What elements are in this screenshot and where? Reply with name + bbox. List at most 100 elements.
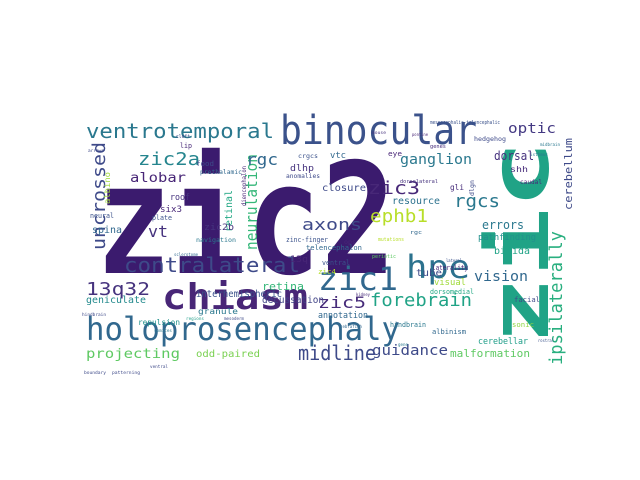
word: food: [196, 160, 214, 168]
word: guidance: [372, 343, 448, 359]
word: projecting: [86, 347, 180, 362]
word: zinc-finger: [286, 236, 328, 244]
word: errors: [482, 218, 524, 232]
word: zic: [473, 140, 568, 345]
word: dorsomedial: [430, 288, 474, 296]
word: resource: [392, 196, 440, 207]
word: plate: [152, 214, 172, 222]
word: mesencephalic-telencephalic: [430, 120, 500, 126]
word: zic2: [96, 131, 396, 310]
word: axons: [302, 215, 362, 234]
word: ganglion: [400, 152, 472, 168]
word: pontine: [412, 132, 429, 137]
word: crgcs: [298, 153, 318, 160]
word: mesoderm: [224, 316, 245, 321]
word: retina: [262, 280, 304, 293]
word: vt: [148, 222, 168, 241]
word: annotation: [318, 311, 368, 321]
word: closure: [322, 183, 366, 194]
word: zic2b: [204, 223, 234, 233]
word: optic: [508, 121, 556, 137]
word-layer: zic2 zic binocular holoprosencephaly chi…: [82, 108, 575, 375]
word: binocular: [280, 108, 477, 154]
word: rgc: [246, 150, 278, 169]
word: dorsolateral: [400, 179, 438, 185]
word: prethalamic: [200, 169, 242, 176]
word: rgc: [410, 230, 422, 236]
word: repulsion: [138, 318, 180, 327]
word: albinism: [432, 328, 466, 336]
word: retinal: [224, 190, 235, 232]
word: gene: [398, 342, 409, 347]
word: mouse: [372, 130, 387, 135]
word: lip: [180, 142, 192, 150]
word: boundary: [84, 370, 107, 375]
word: granule: [198, 307, 238, 316]
word: genes: [430, 144, 446, 150]
word: six3: [160, 205, 182, 215]
word: tube: [416, 268, 442, 279]
word: pathfinding: [478, 233, 536, 243]
word: hindbrain: [82, 312, 107, 317]
word: geniculate: [86, 295, 146, 306]
word: periotic: [372, 254, 396, 260]
word: roof: [170, 193, 190, 203]
word: hedgehog: [474, 136, 506, 143]
word: hpe: [406, 248, 470, 286]
word: ipsilaterally: [546, 231, 567, 365]
word: midbrain: [540, 142, 561, 147]
word: zic4: [318, 268, 336, 276]
word: zic5: [318, 293, 366, 312]
word: cerebellum: [562, 138, 575, 210]
word: alobar: [130, 171, 186, 186]
word: vision: [474, 269, 528, 285]
word: zebrafish: [340, 324, 363, 329]
word: ops: [344, 239, 356, 246]
word: spina: [92, 225, 122, 236]
word: kidney: [356, 292, 371, 297]
word: isthmus: [530, 152, 549, 157]
word: 13q32: [86, 279, 150, 300]
word: telencephalon: [306, 244, 362, 252]
word: patterning: [112, 370, 141, 375]
word: ephb1: [370, 206, 428, 227]
word: decussation: [262, 295, 324, 306]
word: navigation: [196, 237, 236, 244]
word: mutations: [378, 237, 404, 243]
word: ventral: [150, 364, 169, 369]
word: caudal: [520, 179, 542, 186]
word: zic2a: [138, 149, 200, 170]
word: facial: [514, 296, 540, 304]
word: bifida: [494, 246, 530, 257]
word: zic3: [368, 178, 420, 199]
word: laterality: [432, 264, 468, 272]
word: diencephalon: [241, 166, 248, 206]
word: interhemispheric: [196, 289, 282, 300]
word: gli: [450, 183, 464, 192]
word: ventrotemporal: [86, 119, 274, 143]
word: uncrossed: [89, 142, 110, 250]
word: rostral: [538, 338, 555, 343]
word: neurulation: [242, 154, 261, 250]
word: forebrain: [370, 290, 472, 311]
word: sclerotome: [174, 252, 199, 257]
word: anomalies: [286, 173, 320, 180]
word: somites: [154, 328, 173, 333]
word: rgcs: [454, 191, 500, 212]
word: cerebellar: [478, 337, 529, 347]
word: malformation: [450, 347, 530, 360]
word: odd-paired: [196, 349, 260, 360]
word: holoprosencephaly: [86, 310, 400, 348]
word: eye: [388, 150, 402, 158]
word: albino: [103, 172, 112, 204]
word: 13q: [290, 255, 308, 265]
word: sonic: [512, 321, 534, 329]
word: lateral: [446, 258, 463, 263]
word: dorsal: [494, 149, 534, 163]
word: cleft: [176, 134, 190, 140]
word: hindbrain: [390, 321, 426, 329]
word: arrows: [88, 148, 105, 153]
word: dlgn: [469, 180, 476, 196]
